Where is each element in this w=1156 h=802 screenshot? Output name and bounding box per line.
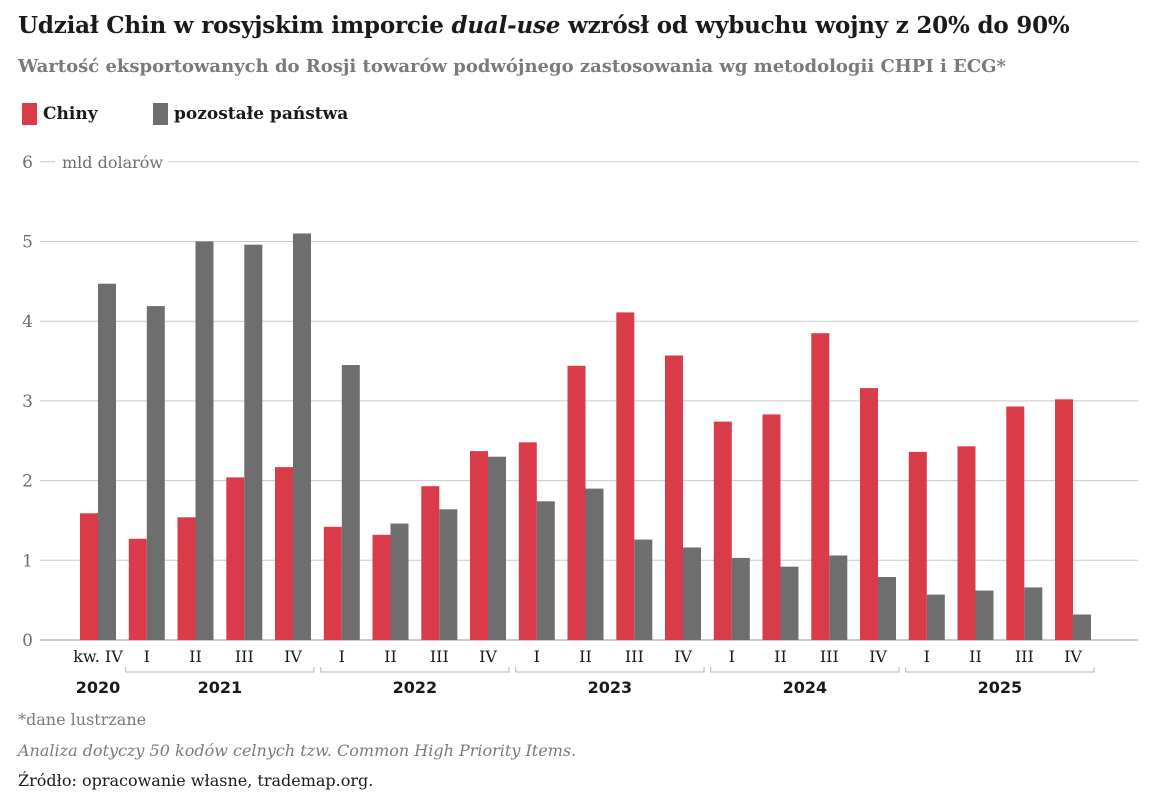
y-tick-label-3: 3 — [22, 392, 33, 412]
x-tick-label-2: II — [189, 647, 202, 666]
bar-others-13 — [731, 557, 750, 640]
bar-china-8 — [470, 451, 488, 640]
year-bracket-2023 — [515, 667, 705, 673]
x-tick-label-9: I — [534, 647, 540, 666]
x-tick-label-6: II — [384, 647, 397, 666]
footnote-mirror-data: *dane lustrzane — [18, 710, 147, 729]
bar-china-20 — [1055, 399, 1073, 640]
year-bracket-2021 — [125, 667, 315, 673]
bar-china-9 — [518, 442, 537, 640]
x-tick-label-10: II — [579, 647, 592, 666]
bar-china-4 — [275, 467, 293, 640]
bar-others-15 — [829, 555, 848, 640]
legend-swatch-china — [22, 103, 37, 125]
footnote-analysis: Analiza dotyczy 50 kodów celnych tzw. Co… — [18, 741, 577, 760]
bar-china-13 — [713, 421, 732, 640]
bar-china-10 — [567, 365, 586, 640]
footnote-source: Źródło: opracowanie własne, trademap.org… — [18, 771, 374, 790]
x-tick-label-0: kw. IV — [73, 647, 123, 666]
year-label-2024: 2024 — [783, 678, 828, 697]
chart-subtitle: Wartość eksportowanych do Rosji towarów … — [18, 56, 1006, 77]
bar-china-6 — [372, 534, 391, 640]
y-tick-label-1: 1 — [22, 551, 33, 571]
x-tick-label-8: IV — [479, 647, 497, 666]
x-tick-label-7: III — [430, 647, 449, 666]
bar-others-20 — [1073, 614, 1091, 640]
bar-china-1 — [128, 538, 147, 640]
x-tick-label-20: IV — [1064, 647, 1082, 666]
bar-others-19 — [1024, 587, 1043, 640]
year-bracket-2025 — [905, 667, 1095, 673]
x-tick-label-13: I — [729, 647, 735, 666]
bar-others-8 — [488, 456, 506, 640]
bar-others-9 — [536, 501, 555, 640]
bar-others-5 — [341, 365, 360, 640]
x-tick-label-5: I — [339, 647, 345, 666]
bar-china-19 — [1006, 406, 1025, 640]
y-tick-label-5: 5 — [22, 233, 33, 253]
title-text-emphasis: dual-use — [451, 12, 561, 39]
bar-others-0 — [98, 283, 116, 640]
x-tick-label-1: I — [144, 647, 150, 666]
y-tick-label-6: 6 — [22, 153, 33, 173]
bar-china-7 — [421, 486, 440, 640]
bar-china-16 — [860, 388, 878, 640]
year-bracket-2022 — [320, 667, 510, 673]
bar-others-10 — [585, 488, 604, 640]
bar-china-12 — [665, 355, 683, 640]
bar-others-17 — [926, 594, 945, 640]
y-axis-unit-label: mld dolarów — [62, 153, 163, 172]
x-tick-label-3: III — [235, 647, 254, 666]
bar-others-3 — [244, 244, 263, 640]
bar-others-18 — [975, 590, 994, 640]
bar-china-3 — [226, 477, 245, 640]
bar-china-11 — [616, 312, 635, 640]
legend-swatch-others — [153, 103, 168, 125]
y-tick-label-0: 0 — [22, 631, 33, 651]
x-tick-label-15: III — [820, 647, 839, 666]
bar-others-12 — [683, 547, 701, 640]
bar-china-18 — [957, 446, 976, 640]
x-tick-label-14: II — [774, 647, 787, 666]
year-label-2025: 2025 — [978, 678, 1023, 697]
bar-others-7 — [439, 509, 458, 640]
legend-label-others: pozostałe państwa — [174, 104, 349, 124]
bar-china-17 — [908, 451, 927, 640]
year-label-2023: 2023 — [588, 678, 633, 697]
x-tick-label-11: III — [625, 647, 644, 666]
year-label-2022: 2022 — [393, 678, 438, 697]
legend-item-china: Chiny — [22, 103, 98, 125]
title-text-start: Udział Chin w rosyjskim imporcie — [18, 12, 452, 39]
bar-others-1 — [146, 306, 165, 640]
year-bracket-2024 — [710, 667, 900, 673]
bar-others-4 — [293, 233, 311, 640]
title-text-end: wzrósł od wybuchu wojny z 20% do 90% — [560, 12, 1070, 39]
bar-others-11 — [634, 539, 653, 640]
legend-item-others: pozostałe państwa — [153, 103, 348, 125]
legend-label-china: Chiny — [43, 104, 98, 124]
bar-others-6 — [390, 523, 409, 640]
bar-others-16 — [878, 577, 896, 640]
x-tick-label-16: IV — [869, 647, 887, 666]
y-tick-label-2: 2 — [22, 472, 33, 492]
bar-china-5 — [323, 526, 342, 640]
x-tick-label-19: III — [1015, 647, 1034, 666]
y-tick-label-4: 4 — [22, 312, 33, 332]
chart-title: Udział Chin w rosyjskim imporcie dual-us… — [18, 12, 1070, 39]
x-tick-label-12: IV — [674, 647, 692, 666]
x-tick-label-18: II — [969, 647, 982, 666]
bar-china-2 — [177, 517, 196, 640]
x-tick-label-4: IV — [284, 647, 302, 666]
bar-china-14 — [762, 414, 781, 640]
bar-others-2 — [195, 241, 214, 640]
year-label-2021: 2021 — [198, 678, 243, 697]
bar-china-15 — [811, 333, 830, 640]
bar-china-0 — [80, 513, 98, 640]
x-tick-label-17: I — [924, 647, 930, 666]
year-label-2020: 2020 — [76, 678, 121, 697]
bar-others-14 — [780, 566, 799, 640]
